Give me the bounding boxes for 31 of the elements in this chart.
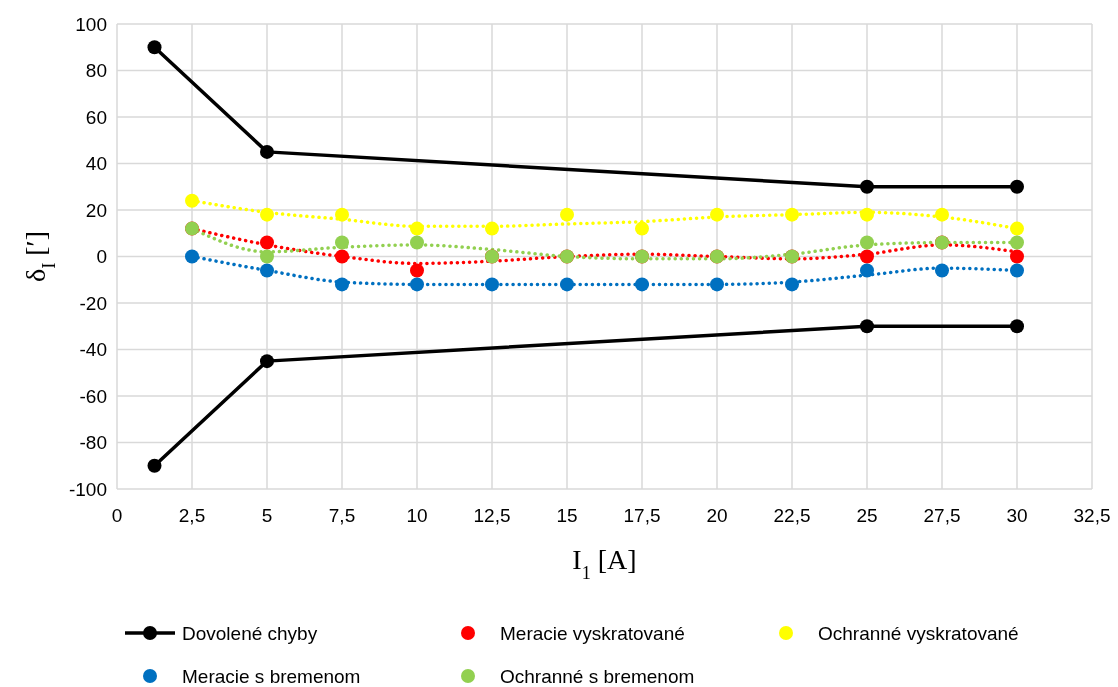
x-axis-title: I$_{1}$ [A] <box>572 544 637 583</box>
y-tick-label: 80 <box>85 60 107 82</box>
y-tick-label: 100 <box>75 13 107 35</box>
x-tick-label: 0 <box>111 505 123 526</box>
x-tick-label: 15 <box>556 505 578 526</box>
y-tick-label: 60 <box>85 106 107 128</box>
x-tick-label: 27,5 <box>923 505 961 526</box>
legend-label: Meracie s bremenom <box>182 665 361 687</box>
x-tick-label: 30 <box>1006 505 1028 526</box>
x-tick-label: 25 <box>856 505 878 526</box>
x-tick-label: 12,5 <box>473 505 511 526</box>
y-tick-label: -100 <box>68 478 107 500</box>
x-tick-label: 2,5 <box>178 505 206 526</box>
x-tick-label: 7,5 <box>328 505 356 526</box>
legend-label: Meracie vyskratované <box>500 622 685 644</box>
legend-label: Dovolené chyby <box>182 622 318 644</box>
legend-label: Ochranné s bremenom <box>500 665 695 687</box>
y-tick-label: -60 <box>79 385 107 407</box>
x-tick-label: 22,5 <box>773 505 811 526</box>
x-tick-label: 5 <box>261 505 273 526</box>
x-tick-label: 17,5 <box>623 505 661 526</box>
y-tick-label: -20 <box>79 292 107 314</box>
y-tick-label: -40 <box>79 339 107 361</box>
y-tick-label: 40 <box>85 153 107 175</box>
y-tick-label: 0 <box>96 246 107 268</box>
y-tick-label: 20 <box>85 199 107 221</box>
x-tick-label: 32,5 <box>1073 505 1111 526</box>
y-tick-label: -80 <box>79 432 107 454</box>
legend-label: Ochranné vyskratované <box>818 622 1019 644</box>
x-tick-label: 10 <box>406 505 428 526</box>
x-tick-label: 20 <box>706 505 728 526</box>
